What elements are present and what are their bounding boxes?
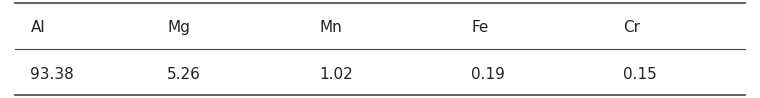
Text: Al: Al	[30, 20, 45, 35]
Text: Cr: Cr	[623, 20, 640, 35]
Text: Mg: Mg	[167, 20, 190, 35]
Text: 0.15: 0.15	[623, 67, 657, 82]
Text: 1.02: 1.02	[319, 67, 353, 82]
Text: Mn: Mn	[319, 20, 342, 35]
Text: 5.26: 5.26	[167, 67, 201, 82]
Text: Fe: Fe	[471, 20, 489, 35]
Text: 0.19: 0.19	[471, 67, 505, 82]
Text: 93.38: 93.38	[30, 67, 74, 82]
